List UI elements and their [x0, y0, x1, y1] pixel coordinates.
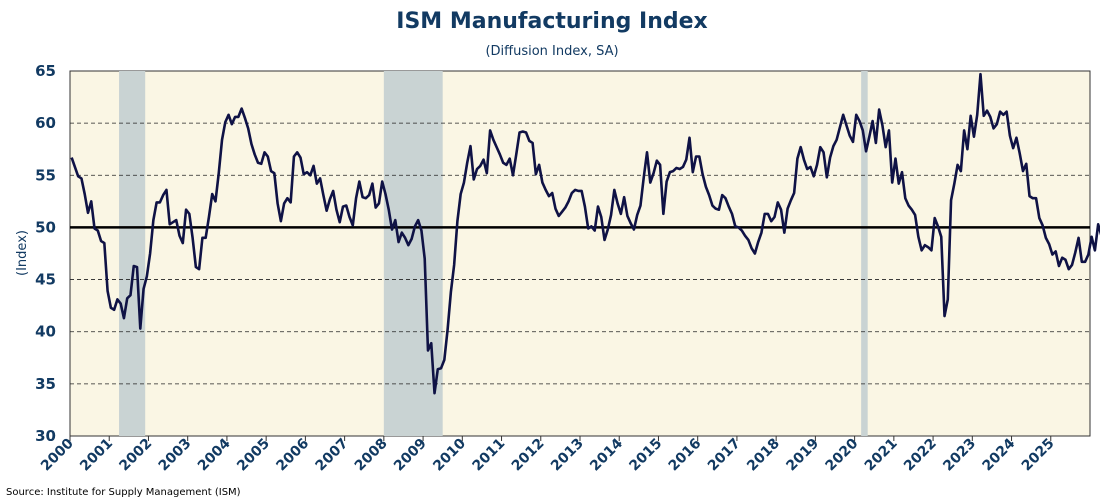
x-tick-label-2022: 2022 [901, 436, 940, 475]
recession-shading-group [119, 71, 868, 436]
x-tick-label-2001: 2001 [77, 436, 116, 475]
x-tick-label-2002: 2002 [116, 436, 155, 475]
y-tick-label-60: 60 [35, 114, 56, 132]
plot-area [69, 70, 1091, 437]
x-tick-label-2012: 2012 [509, 436, 548, 475]
x-tick-label-2007: 2007 [313, 436, 352, 475]
x-tick-label-2004: 2004 [195, 435, 234, 474]
x-tick-label-2003: 2003 [156, 436, 195, 475]
series-line-1 [70, 72, 1100, 395]
x-tick-label-2025: 2025 [1019, 436, 1058, 475]
x-tick-label-2017: 2017 [705, 436, 744, 475]
x-tick-label-2019: 2019 [783, 436, 822, 475]
x-tick-label-2008: 2008 [352, 436, 391, 475]
series-group [70, 72, 1100, 395]
chart-title: ISM Manufacturing Index [396, 9, 707, 34]
x-tick-label-2006: 2006 [273, 436, 312, 475]
x-tick-label-2015: 2015 [626, 436, 665, 475]
source-note: Source: Institute for Supply Management … [6, 487, 241, 498]
x-tick-label-2005: 2005 [234, 436, 273, 475]
y-axis-label: (Index) [15, 230, 30, 276]
y-tick-label-50: 50 [35, 218, 56, 236]
x-tick-label-2009: 2009 [391, 436, 430, 475]
y-tick-label-45: 45 [35, 271, 56, 289]
x-tick-label-2018: 2018 [744, 436, 783, 475]
y-tick-label-35: 35 [35, 375, 56, 393]
x-tick-label-2023: 2023 [940, 436, 979, 475]
x-tick-label-2011: 2011 [469, 436, 508, 475]
chart-subtitle: (Diffusion Index, SA) [485, 44, 618, 59]
y-tick-label-30: 30 [35, 427, 56, 445]
y-axis: 30 35 40 45 50 55 60 65 [35, 62, 56, 445]
x-axis: 2000 2001 2002 2003 2004 2005 2006 2007 2008 2009… [38, 435, 1058, 474]
x-tick-label-2021: 2021 [862, 436, 901, 475]
recession-band-3 [861, 71, 868, 436]
x-tick-label-2013: 2013 [548, 436, 587, 475]
x-tick-label-2020: 2020 [823, 435, 862, 474]
gridlines [70, 122, 1090, 385]
x-tick-label-2010: 2010 [430, 435, 469, 474]
y-tick-label-40: 40 [35, 323, 56, 341]
y-tick-label-55: 55 [35, 166, 56, 184]
y-tick-label-65: 65 [35, 62, 56, 80]
recession-band-1 [119, 71, 146, 436]
x-tick-label-2014: 2014 [587, 435, 626, 474]
x-tick-label-2016: 2016 [666, 436, 705, 475]
x-tick-label-2024: 2024 [979, 435, 1018, 474]
